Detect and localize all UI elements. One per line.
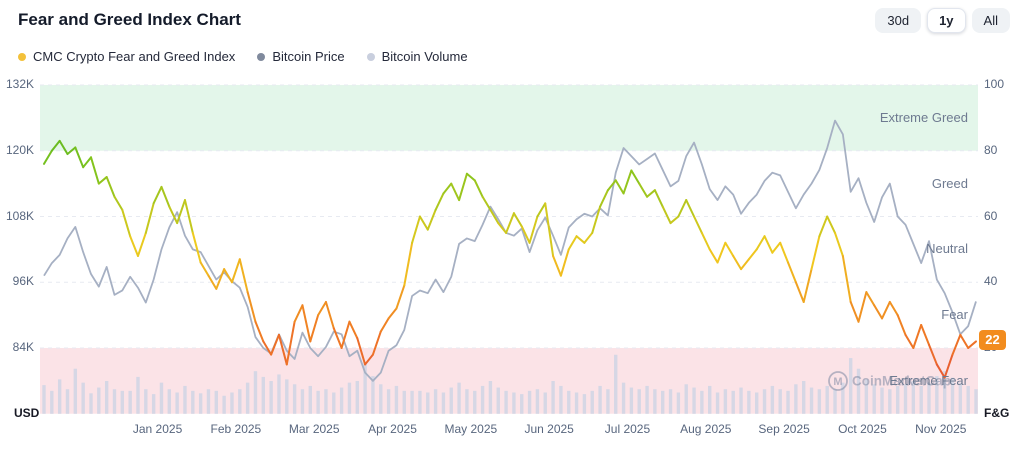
zone-band-extreme-greed: [40, 85, 978, 151]
legend-item[interactable]: Bitcoin Volume: [366, 49, 468, 64]
zone-band-extreme-fear: [40, 348, 978, 414]
legend-dot-icon: [366, 52, 375, 61]
range-button-1y[interactable]: 1y: [927, 8, 966, 33]
legend-dot-icon: [257, 52, 266, 61]
legend-label: CMC Crypto Fear and Greed Index: [33, 49, 236, 64]
svg-text:CoinMarketCap: CoinMarketCap: [852, 374, 951, 389]
range-toggle-group: 30d 1y All: [875, 8, 1010, 33]
range-button-30d[interactable]: 30d: [875, 8, 922, 33]
page-title: Fear and Greed Index Chart: [18, 10, 241, 29]
legend-label: Bitcoin Price: [272, 49, 345, 64]
svg-text:M: M: [833, 376, 842, 388]
bitcoin-volume-bars: [42, 354, 978, 414]
range-button-all[interactable]: All: [971, 8, 1010, 33]
legend-label: Bitcoin Volume: [381, 49, 468, 64]
chart-legend: CMC Crypto Fear and Greed Index Bitcoin P…: [18, 49, 468, 64]
legend-item[interactable]: CMC Crypto Fear and Greed Index: [18, 49, 235, 64]
coinmarketcap-watermark: M CoinMarketCap: [828, 371, 951, 391]
current-value-badge: 22: [979, 330, 1006, 351]
legend-dot-icon: [18, 52, 26, 61]
bitcoin-price-line: [43, 119, 977, 382]
legend-item[interactable]: Bitcoin Price: [257, 49, 345, 64]
fear-greed-index-line: [43, 139, 977, 379]
